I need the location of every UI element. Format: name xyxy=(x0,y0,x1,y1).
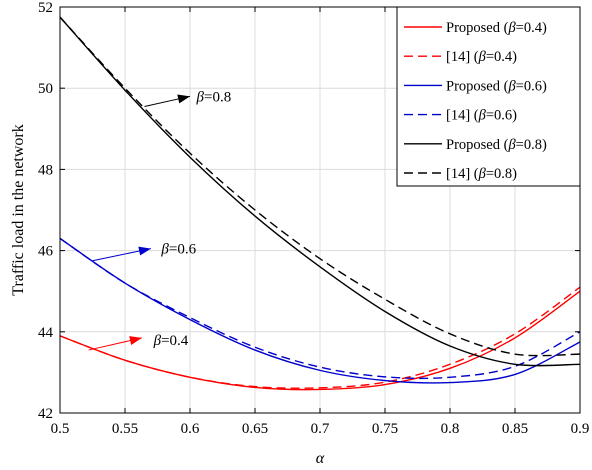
x-tick-label: 0.65 xyxy=(242,421,268,437)
x-tick-label: 0.5 xyxy=(51,421,70,437)
legend-label-4: [14] (β=0.6) xyxy=(446,108,517,124)
legend-label-6: [14] (β=0.8) xyxy=(446,166,517,182)
series-line-4 xyxy=(59,237,581,380)
y-axis-label: Traffic load in the network xyxy=(10,124,27,296)
series-line-5 xyxy=(59,16,581,367)
annotation-label: β=0.8 xyxy=(196,89,232,105)
x-tick-label: 0.9 xyxy=(571,421,590,437)
y-tick-label: 52 xyxy=(38,0,53,16)
annotation-arrowhead xyxy=(138,246,151,256)
y-tick-label: 48 xyxy=(38,162,53,178)
annotation-layer: β=0.8 β=0.6 β=0.4 xyxy=(88,89,232,351)
y-tick-label: 50 xyxy=(38,81,53,97)
x-tick-label: 0.6 xyxy=(181,421,200,437)
x-tick-label: 0.85 xyxy=(502,421,528,437)
x-axis-label: α xyxy=(316,450,325,467)
x-tick-labels: 0.5 0.55 0.6 0.65 0.7 0.75 0.8 0.85 0.9 xyxy=(51,421,590,437)
annotation-arrowhead xyxy=(129,336,142,345)
x-tick-label: 0.7 xyxy=(311,421,330,437)
y-tick-label: 44 xyxy=(38,325,54,341)
series-line-2 xyxy=(59,286,581,389)
x-tick-label: 0.55 xyxy=(112,421,138,437)
y-tick-label: 46 xyxy=(38,244,54,260)
legend: Proposed (β=0.4) [14] (β=0.4) Proposed (β=… xyxy=(396,6,581,187)
series-layer xyxy=(59,16,581,391)
y-tick-label: 42 xyxy=(38,406,53,422)
legend-label-2: [14] (β=0.4) xyxy=(446,49,517,65)
y-tick-labels: 42 44 46 48 50 52 xyxy=(38,0,54,422)
legend-label-5: Proposed (β=0.8) xyxy=(446,137,547,153)
x-tick-label: 0.75 xyxy=(372,421,398,437)
x-tick-label: 0.8 xyxy=(441,421,460,437)
annotation-label: β=0.6 xyxy=(160,242,196,258)
legend-box xyxy=(396,6,581,187)
annotation-label: β=0.4 xyxy=(153,333,189,349)
series-line-6 xyxy=(59,16,581,357)
annotation-arrowhead xyxy=(177,94,190,104)
legend-label-3: Proposed (β=0.6) xyxy=(446,78,547,94)
legend-label-1: Proposed (β=0.4) xyxy=(446,20,547,36)
